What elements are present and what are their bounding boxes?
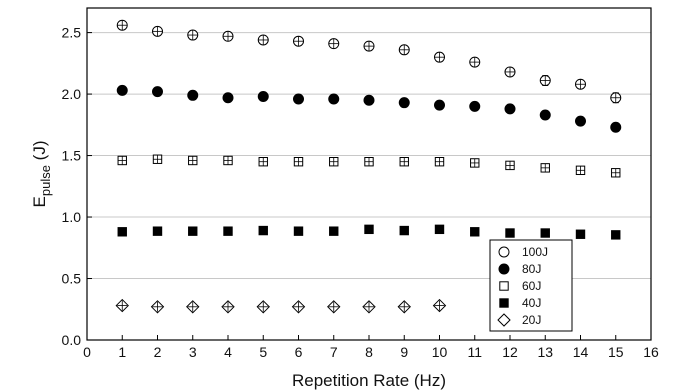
data-point [434, 224, 445, 235]
y-axis-label-unit: (J) [30, 141, 49, 166]
x-tick-label: 7 [330, 344, 338, 360]
legend-marker [498, 263, 510, 275]
data-point [575, 115, 586, 127]
x-axis-label: Repetition Rate (Hz) [292, 371, 446, 390]
data-point [293, 226, 304, 236]
data-point [328, 93, 340, 105]
legend-marker [499, 298, 509, 308]
legend-label: 100J [522, 245, 548, 259]
x-tick-label: 3 [189, 344, 197, 360]
data-point [539, 109, 551, 121]
data-point [398, 97, 410, 109]
x-tick-label: 15 [608, 344, 624, 360]
data-point [469, 100, 481, 112]
series-60J [117, 154, 621, 178]
x-tick-label: 1 [118, 344, 126, 360]
x-tick-label: 9 [400, 344, 408, 360]
data-series [115, 19, 622, 314]
data-point [505, 228, 515, 238]
legend-label: 20J [522, 313, 541, 327]
x-tick-label: 5 [259, 344, 267, 360]
legend-marker [499, 281, 509, 291]
data-point [117, 227, 127, 237]
x-tick-label: 12 [502, 344, 518, 360]
data-point [152, 86, 163, 98]
x-tick-label: 16 [643, 344, 659, 360]
y-axis-label: Epulse (J) [30, 141, 53, 208]
x-tick-label: 0 [83, 344, 91, 360]
y-axis-label-main: E [30, 196, 49, 207]
y-tick-label: 2.5 [62, 25, 82, 41]
data-point [399, 225, 409, 236]
x-tick-label: 8 [365, 344, 373, 360]
x-tick-label: 2 [154, 344, 162, 360]
data-point [223, 226, 233, 236]
legend-label: 80J [522, 262, 541, 276]
y-tick-label: 1.0 [62, 209, 82, 225]
series-20J [115, 298, 447, 314]
legend-label: 40J [522, 296, 541, 310]
data-point [504, 103, 516, 115]
axis-ticks: 0.00.51.01.52.02.50 1 2 3 4 5 6 7 8 9 10 11 12 13 14 15… [62, 25, 659, 360]
x-tick-label: 4 [224, 344, 232, 360]
legend-marker [498, 246, 510, 258]
x-tick-label: 6 [295, 344, 303, 360]
x-tick-label: 11 [467, 344, 482, 360]
legend: 100J 80J 60J 40J 20J [489, 239, 573, 332]
data-point [575, 229, 586, 239]
data-point [293, 93, 304, 105]
legend-marker [497, 313, 511, 327]
series-100J [116, 19, 622, 104]
x-tick-label: 10 [432, 344, 448, 360]
data-point [222, 92, 234, 104]
data-point [540, 228, 550, 238]
data-point [470, 227, 480, 237]
data-point [364, 224, 374, 235]
data-point [610, 121, 622, 133]
y-tick-label: 0.0 [62, 332, 82, 348]
series-80J [116, 84, 622, 133]
y-tick-label: 0.5 [62, 271, 82, 287]
data-point [187, 89, 199, 101]
data-point [329, 226, 339, 236]
data-point [363, 94, 375, 106]
y-tick-label: 1.5 [62, 148, 82, 164]
x-tick-label: 13 [537, 344, 553, 360]
data-point [434, 99, 445, 111]
data-point [611, 230, 621, 240]
data-point [258, 225, 268, 236]
x-tick-label: 14 [573, 344, 589, 360]
data-point [257, 91, 269, 103]
data-point [116, 84, 128, 96]
series-40J [117, 224, 621, 240]
data-point [188, 226, 198, 236]
y-tick-label: 2.0 [62, 86, 82, 102]
data-point [152, 226, 163, 236]
y-axis-label-subscript: pulse [38, 165, 53, 196]
legend-label: 60J [522, 279, 541, 293]
